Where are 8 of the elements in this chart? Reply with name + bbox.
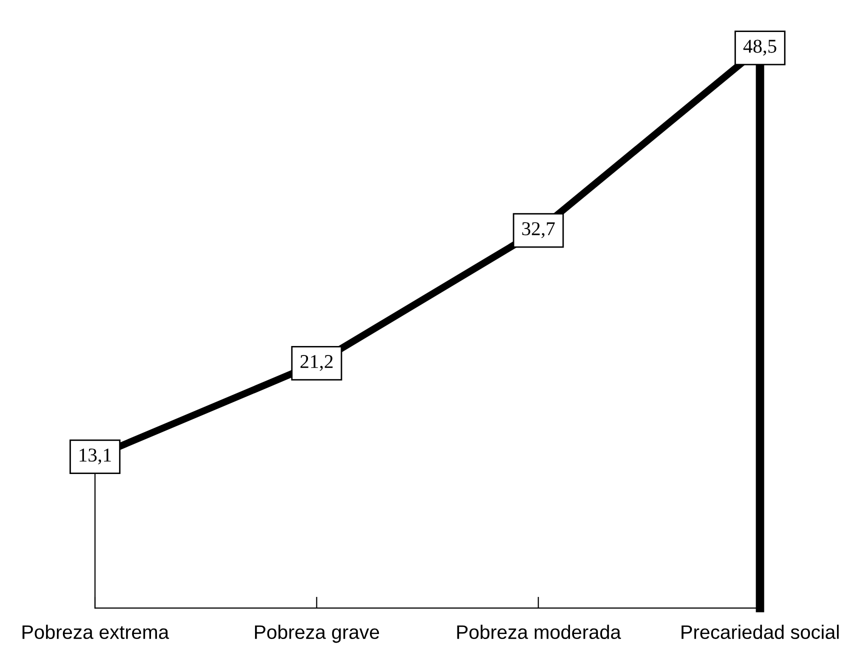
data-label: 13,1 [80,448,111,464]
x-tick-label: Precariedad social [682,624,839,640]
x-tick-label: Pobreza moderada [457,624,622,640]
data-label: 21,2 [300,355,333,371]
data-label: 32,7 [522,222,555,238]
x-tick-label: Pobreza grave [255,624,380,643]
x-tick-label: Pobreza extrema [22,624,170,640]
data-label: 48,5 [743,40,776,56]
